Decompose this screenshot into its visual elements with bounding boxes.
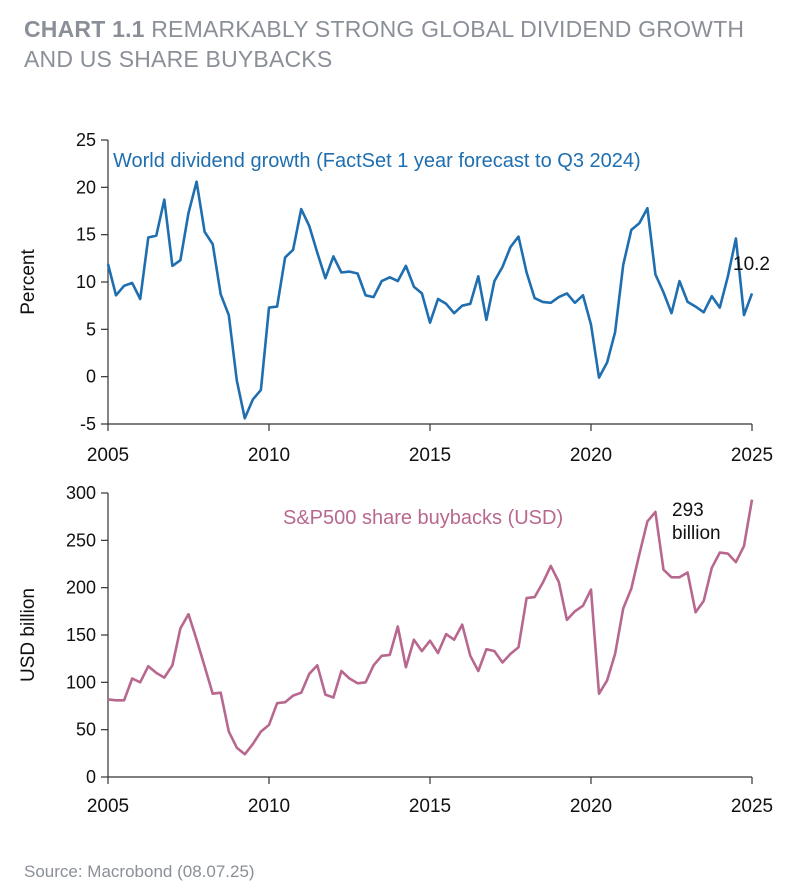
chart-heading: REMARKABLY STRONG GLOBAL DIVIDEND GROWTH… <box>24 16 745 72</box>
source-note: Source: Macrobond (08.07.25) <box>24 862 255 881</box>
chart-number: CHART 1.1 <box>24 16 145 42</box>
chart1-y-tick-label: 0 <box>86 367 96 387</box>
chart1-y-tick-label: -5 <box>80 414 96 434</box>
chart1-y-tick-label: 10 <box>76 272 96 292</box>
chart1-y-tick-label: 15 <box>76 225 96 245</box>
chart1-x-tick-label: 2020 <box>570 445 612 466</box>
chart2-y-tick-label: 150 <box>66 625 96 645</box>
chart1-x-tick-label: 2025 <box>731 445 773 466</box>
chart2-x-tick-label: 2005 <box>87 796 129 817</box>
chart1-y-tick-label: 20 <box>76 177 96 197</box>
chart1-y-axis-label: Percent <box>18 249 39 315</box>
chart2-y-tick-label: 200 <box>66 578 96 598</box>
chart2-y-tick-label: 100 <box>66 672 96 692</box>
chart1-y-tick-label: 25 <box>76 130 96 150</box>
chart1-y-tick-label: 5 <box>86 319 96 339</box>
chart2-y-tick-label: 300 <box>66 483 96 503</box>
chart1-x-tick-label: 2015 <box>409 445 451 466</box>
chart2-x-tick-label: 2025 <box>731 796 773 817</box>
chart1-x-tick-label: 2010 <box>248 445 290 466</box>
chart2-end-label: 293 billion <box>672 500 721 544</box>
chart2-y-tick-label: 0 <box>86 767 96 787</box>
chart2-series-line <box>107 499 754 756</box>
chart2-end-label-line: billion <box>672 523 721 544</box>
chart2-y-tick-label: 250 <box>66 530 96 550</box>
chart1-series-label: World dividend growth (FactSet 1 year fo… <box>113 150 641 172</box>
chart2-y-tick-label: 50 <box>76 720 96 740</box>
chart-title: CHART 1.1 REMARKABLY STRONG GLOBAL DIVID… <box>24 14 784 74</box>
chart1-x-tick-label: 2005 <box>87 445 129 466</box>
chart2-x-tick-label: 2020 <box>570 796 612 817</box>
chart1-end-label: 10.2 <box>733 254 770 275</box>
chart2-end-label-line: 293 <box>672 500 704 521</box>
chart2-x-tick-label: 2010 <box>248 796 290 817</box>
chart2-x-tick-label: 2015 <box>409 796 451 817</box>
chart2-y-axis-label: USD billion <box>18 588 39 682</box>
chart2-series-label: S&P500 share buybacks (USD) <box>283 507 563 529</box>
chart1-series-line <box>106 180 754 420</box>
